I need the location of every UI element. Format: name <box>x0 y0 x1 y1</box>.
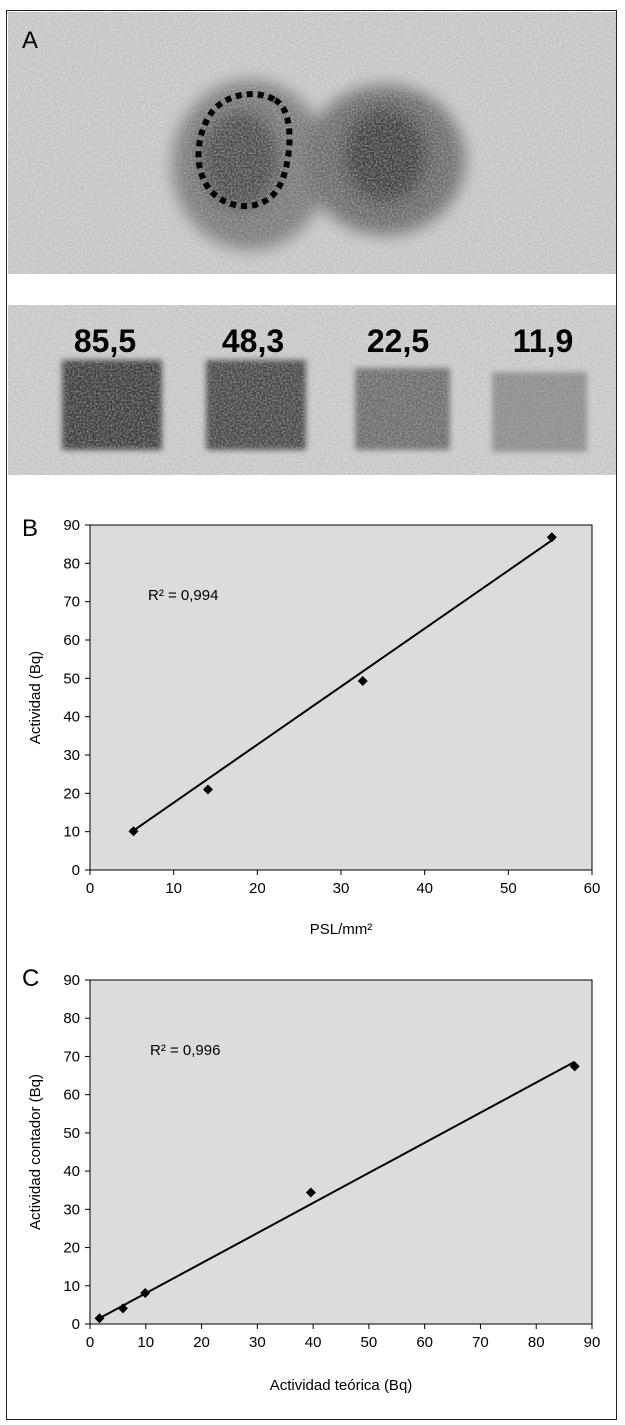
y-axis-label: Actividad (Bq) <box>27 651 44 744</box>
y-tick-label: 50 <box>63 1125 80 1142</box>
y-tick-label: 30 <box>63 747 80 764</box>
y-tick-label: 60 <box>63 632 80 649</box>
chart-c: C 0 10 20 30 40 50 60 70 80 90 0 10 20 30 40 50 60 70 80 90 A… <box>22 965 600 1394</box>
standard-label-3: 22,5 <box>367 323 429 359</box>
y-tick-label: 50 <box>63 670 80 687</box>
x-tick-label: 60 <box>584 880 601 897</box>
y-tick-label: 80 <box>63 1010 80 1027</box>
y-tick-label: 70 <box>63 1048 80 1065</box>
data-point <box>202 784 213 795</box>
trendline <box>132 539 553 832</box>
calibration-standards-image <box>8 305 616 475</box>
x-tick-label: 0 <box>86 880 94 897</box>
x-tick-label: 50 <box>361 1334 378 1351</box>
y-tick-label: 80 <box>63 555 80 572</box>
y-tick-label: 10 <box>63 824 80 841</box>
x-tick-label: 90 <box>584 1334 601 1351</box>
x-tick-label: 50 <box>500 880 517 897</box>
y-tick-label: 40 <box>63 709 80 726</box>
standard-label-1: 85,5 <box>74 323 136 359</box>
data-point <box>305 1187 316 1198</box>
data-point <box>546 532 557 543</box>
x-tick-label: 40 <box>305 1334 322 1351</box>
x-axis-label: Actividad teórica (Bq) <box>270 1377 413 1394</box>
y-tick-label: 10 <box>63 1278 80 1295</box>
x-tick-label: 60 <box>416 1334 433 1351</box>
panel-label-b: B <box>22 515 38 542</box>
roi-outline <box>195 91 293 210</box>
chart-b: B 0 10 20 30 40 50 60 70 80 90 0 10 20 30 40 50 60 PSL/mm²… <box>22 515 600 938</box>
panel-label-a: A <box>22 27 38 54</box>
x-tick-label: 40 <box>416 880 433 897</box>
x-tick-label: 0 <box>86 1334 94 1351</box>
data-point <box>94 1313 105 1324</box>
x-tick-label: 30 <box>249 1334 266 1351</box>
x-tick-label: 80 <box>528 1334 545 1351</box>
y-tick-label: 70 <box>63 594 80 611</box>
data-point <box>357 676 368 687</box>
y-axis-label: Actividad contador (Bq) <box>27 1074 44 1230</box>
x-tick-label: 10 <box>165 880 182 897</box>
y-tick-label: 20 <box>63 785 80 802</box>
data-point <box>569 1061 580 1072</box>
x-tick-label: 20 <box>193 1334 210 1351</box>
x-tick-label: 20 <box>249 880 266 897</box>
y-tick-label: 20 <box>63 1240 80 1257</box>
r-squared-annotation: R² = 0,996 <box>150 1042 220 1059</box>
plot-area <box>89 524 593 871</box>
data-point <box>128 826 139 837</box>
y-tick-label: 60 <box>63 1087 80 1104</box>
r-squared-annotation: R² = 0,994 <box>148 587 218 604</box>
figure-frame <box>6 10 617 1420</box>
plot-area <box>89 979 593 1325</box>
y-tick-label: 90 <box>63 972 80 989</box>
trendline <box>99 1060 576 1320</box>
panel-label-c: C <box>22 965 39 992</box>
standard-label-2: 48,3 <box>222 323 284 359</box>
x-tick-label: 10 <box>137 1334 154 1351</box>
data-point <box>140 1288 151 1299</box>
data-point <box>117 1303 128 1314</box>
y-tick-label: 90 <box>63 517 80 534</box>
y-tick-label: 30 <box>63 1201 80 1218</box>
x-axis-label: PSL/mm² <box>310 921 373 938</box>
y-tick-label: 0 <box>72 862 80 879</box>
standard-label-4: 11,9 <box>513 323 574 359</box>
y-tick-label: 40 <box>63 1163 80 1180</box>
y-tick-label: 0 <box>72 1316 80 1333</box>
x-tick-label: 70 <box>472 1334 489 1351</box>
autoradiograph-image <box>8 12 616 274</box>
x-tick-label: 30 <box>333 880 350 897</box>
